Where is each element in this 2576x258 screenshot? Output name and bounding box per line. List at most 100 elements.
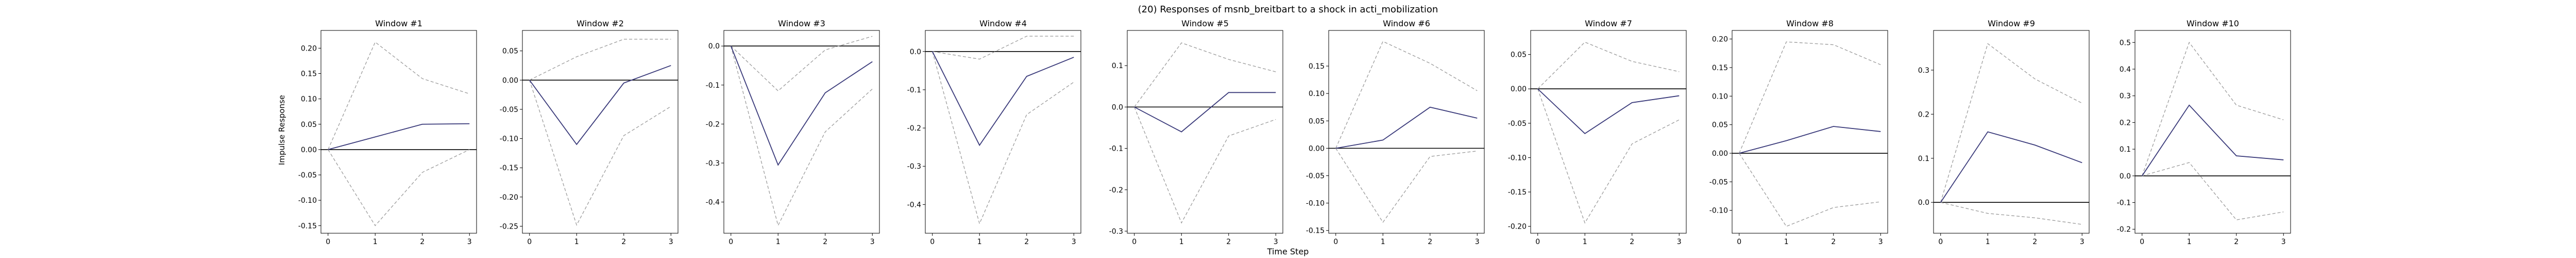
- x-tick-label: 3: [1677, 238, 1682, 246]
- x-tick-label: 1: [1179, 238, 1184, 246]
- y-tick-label: 0.00: [301, 146, 317, 154]
- y-tick-label: 0.0: [708, 42, 720, 51]
- y-tick-label: -0.1: [2117, 199, 2131, 207]
- response-line: [529, 65, 671, 146]
- y-tick-label: 0.4: [2120, 66, 2131, 74]
- lower-band-line: [1335, 148, 1478, 223]
- x-tick-label: 2: [1226, 238, 1231, 246]
- lower-band-line: [328, 149, 470, 227]
- x-tick-label: 3: [1274, 238, 1278, 246]
- y-tick-label: -0.15: [298, 222, 317, 230]
- axes-frame: [1732, 30, 1888, 234]
- panel-window-9: Window #9 0.0 0.1 0.2 0.3 0 1 2 3: [1918, 19, 2090, 246]
- panel-title: Window #9: [1988, 19, 2035, 28]
- x-tick-label: 0: [1132, 238, 1137, 246]
- panel-window-10: Window #10 -0.2 -0.1 0.0 0.1 0.2 0.3 0.4 0.5 0 1 2 3: [2117, 19, 2291, 246]
- panel-title: Window #6: [1383, 19, 1430, 28]
- upper-band-line: [1335, 41, 1478, 149]
- y-tick-label: 0.1: [2120, 146, 2131, 154]
- panel-title: Window #4: [979, 19, 1027, 28]
- lower-band-line: [529, 80, 671, 226]
- x-tick-label: 1: [373, 238, 378, 246]
- y-tick-label: 0.00: [1712, 150, 1728, 158]
- x-tick-label: 2: [1428, 238, 1432, 246]
- lower-band-line: [932, 51, 1074, 225]
- lower-band-line: [1537, 89, 1680, 224]
- panel-window-1: Window #1 -0.15 -0.10 -0.05 0.00 0.05 0.10 0.15…: [298, 19, 477, 246]
- x-tick-label: 0: [527, 238, 532, 246]
- response-line: [1537, 88, 1680, 134]
- y-tick-label: -0.05: [1508, 120, 1527, 128]
- panel-title: Window #2: [577, 19, 624, 28]
- panel-window-8: Window #8 -0.10 -0.05 0.00 0.05 0.10 0.15 0.20 0…: [1709, 19, 1888, 246]
- x-tick-label: 2: [2234, 238, 2239, 246]
- axes-frame: [2134, 30, 2291, 234]
- y-tick-label: 0.00: [502, 76, 518, 85]
- x-tick-label: 3: [1878, 238, 1883, 246]
- y-tick-label: -0.4: [706, 199, 720, 207]
- x-tick-label: 1: [1784, 238, 1789, 246]
- y-tick-label: -0.25: [500, 222, 518, 231]
- y-tick-label: -0.20: [500, 194, 518, 202]
- x-tick-label: 2: [621, 238, 626, 246]
- x-tick-label: 1: [2187, 238, 2192, 246]
- x-tick-label: 2: [420, 238, 425, 246]
- y-tick-label: 0.1: [1112, 62, 1123, 70]
- upper-band-line: [1739, 41, 1881, 154]
- x-tick-label: 3: [1072, 238, 1076, 246]
- y-tick-label: 0.3: [2120, 92, 2131, 101]
- y-tick-label: -0.20: [1508, 223, 1527, 231]
- y-tick-label: 0.05: [502, 47, 518, 56]
- axes-frame: [1933, 30, 2090, 234]
- upper-band-line: [731, 36, 873, 92]
- y-tick-label: 0.0: [2120, 172, 2131, 181]
- y-tick-label: -0.10: [500, 135, 518, 143]
- axes-frame: [925, 30, 1081, 234]
- x-tick-label: 0: [1333, 238, 1338, 246]
- x-tick-label: 3: [2080, 238, 2084, 246]
- y-axis-label: Impulse Response: [277, 95, 286, 165]
- axes-frame: [1328, 30, 1485, 234]
- upper-band-line: [328, 41, 470, 150]
- axes-frame: [1127, 30, 1283, 234]
- y-tick-label: 0.00: [1309, 144, 1325, 153]
- upper-band-line: [1134, 42, 1276, 107]
- x-tick-label: 2: [1024, 238, 1029, 246]
- y-tick-label: 0.10: [1309, 90, 1325, 98]
- y-tick-label: 0.15: [301, 70, 317, 78]
- y-tick-label: 0.15: [1309, 62, 1325, 71]
- y-tick-label: -0.4: [907, 201, 921, 209]
- y-tick-label: 0.5: [2120, 39, 2131, 47]
- y-tick-label: -0.2: [2117, 225, 2131, 234]
- y-tick-label: 0.10: [1712, 92, 1728, 101]
- y-tick-label: -0.2: [706, 120, 720, 128]
- y-tick-label: 0.1: [1918, 155, 1929, 163]
- x-tick-label: 2: [823, 238, 827, 246]
- y-tick-label: -0.1: [706, 82, 720, 90]
- y-tick-label: -0.10: [298, 197, 317, 205]
- x-tick-label: 1: [776, 238, 781, 246]
- y-tick-label: 0.05: [1511, 51, 1527, 59]
- x-tick-label: 0: [1938, 238, 1943, 246]
- y-tick-label: 0.0: [1112, 103, 1123, 111]
- figure-suptitle: (20) Responses of msnb_breitbart to a sh…: [1138, 4, 1438, 15]
- upper-band-line: [1537, 41, 1680, 89]
- axes-frame: [723, 30, 880, 234]
- x-tick-label: 1: [1583, 238, 1587, 246]
- panel-title: Window #7: [1585, 19, 1632, 28]
- response-line: [1940, 131, 2082, 203]
- x-tick-label: 3: [870, 238, 875, 246]
- x-tick-label: 0: [326, 238, 330, 246]
- y-tick-label: -0.15: [1306, 227, 1325, 235]
- axes-frame: [320, 30, 477, 234]
- panel-window-5: Window #5 -0.3 -0.2 -0.1 0.0 0.1 0 1 2 3: [1109, 19, 1283, 246]
- panel-window-7: Window #7 -0.20 -0.15 -0.10 -0.05 0.00 0.05 0 1 2…: [1508, 19, 1687, 246]
- y-tick-label: -0.1: [907, 86, 921, 94]
- x-tick-label: 1: [1381, 238, 1385, 246]
- y-tick-label: -0.15: [500, 164, 518, 172]
- upper-band-line: [529, 39, 671, 80]
- y-tick-label: -0.2: [1109, 186, 1123, 195]
- y-tick-label: -0.05: [298, 171, 317, 180]
- x-tick-label: 0: [728, 238, 733, 246]
